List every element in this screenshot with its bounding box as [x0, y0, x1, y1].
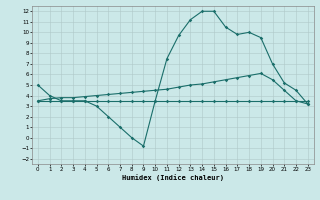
X-axis label: Humidex (Indice chaleur): Humidex (Indice chaleur)	[122, 174, 224, 181]
